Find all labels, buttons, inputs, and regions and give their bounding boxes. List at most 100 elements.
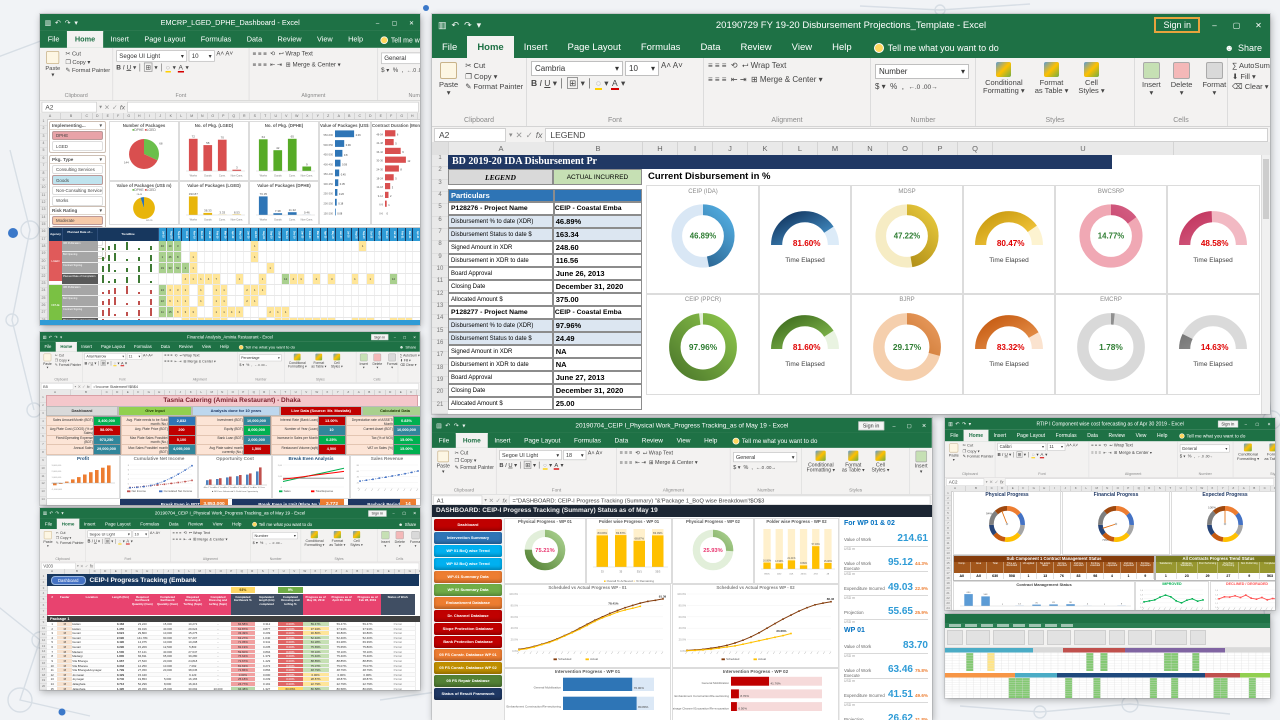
sidebar-button[interactable]: Slope Protection Database (434, 623, 502, 635)
font-name-select[interactable]: Segoe UI Light ▾ (499, 449, 562, 461)
tab-insert[interactable]: Insert (81, 344, 92, 350)
input-value[interactable]: 4,500 (317, 444, 346, 455)
ribbon-group[interactable] (1074, 630, 1106, 645)
number-buttons[interactable]: $ ▾ % , ←.0 .00→ (252, 540, 283, 545)
tab-view[interactable]: View (212, 521, 223, 527)
styles-button-0[interactable]: Conditional Formatting ▾ (980, 61, 1028, 95)
close-button[interactable]: ✕ (921, 422, 927, 429)
tab-page-layout[interactable]: Page Layout (100, 344, 125, 350)
align-top-buttons[interactable]: ≡ ≡ ≡ ⟲ ⮠ Wrap Text (1091, 442, 1133, 448)
name-box[interactable]: A2 (41, 101, 97, 113)
number-buttons[interactable]: $ ▾ % , ←.0 .00→ (239, 362, 268, 367)
row-numbers[interactable]: 1 2 3 4 5 6 7 8 9 10 11 12 13 14 15 16 17 18 19 20 21 22 23 24 2… (40, 119, 48, 325)
row-numbers[interactable]: 1 2 3 4 5 6 7 8 9 10 11 12 13 14 15 16 17 18 19 20 21 22 23 24 (945, 491, 952, 610)
formula-input[interactable]: ="DASHBOARD: CEIP-I Progress Tracking (S… (509, 495, 931, 506)
formula-input[interactable] (1005, 478, 1275, 486)
close-button[interactable]: ✕ (1255, 20, 1262, 30)
vertical-scrollbar[interactable] (1261, 155, 1270, 414)
styles-button-0[interactable]: Conditional Formatting ▾ (1235, 443, 1260, 461)
tab-home[interactable]: Home (67, 30, 103, 48)
slicer-item[interactable]: LGED (52, 141, 103, 151)
minimize-button[interactable]: – (892, 422, 896, 429)
column-headers[interactable]: ABCDEFGHIJKLMNOPQRSTUVWXYZABCDEFGHIJKLMN (40, 113, 420, 120)
styles-button-0[interactable]: Conditional Formatting ▾ (805, 450, 837, 473)
clipboard-commands[interactable]: ✂ Cut ❐ Copy ▾ ✎ Format Painter (54, 353, 82, 367)
tab-insert[interactable]: Insert (523, 42, 548, 53)
sign-in-button[interactable]: Sign in (858, 421, 885, 430)
tab-review[interactable]: Review (740, 42, 772, 53)
tab-page-layout[interactable]: Page Layout (524, 437, 561, 445)
font-size-select[interactable]: 10 ▾ (625, 61, 659, 76)
tab-help[interactable]: Help (232, 521, 242, 527)
font-size-select[interactable]: 11 ▾ (1047, 442, 1066, 451)
sidebar-button[interactable]: WP 02 BoQ wise Trend (434, 558, 502, 570)
clipboard-commands[interactable]: ✂ Cut ❐ Copy ▾ ✎ Format Painter (962, 442, 994, 459)
close-button[interactable]: ✕ (413, 334, 417, 339)
minimize-button[interactable]: – (392, 511, 395, 516)
font-name-select[interactable]: Segoe UI Light ▾ (116, 50, 188, 62)
font-style-buttons[interactable]: B I U ▾ │ ⊞ ▾ │ ◌ ▾ A ▾ (531, 77, 626, 90)
sheet-tab-strip[interactable] (40, 320, 420, 325)
sidebar-button[interactable]: Embankment Database (434, 597, 502, 609)
tab-page-layout[interactable]: Page Layout (1016, 432, 1046, 439)
quick-access-toolbar[interactable]: ▥ ↶ ↷ ▾ (43, 511, 64, 516)
sidebar-button[interactable]: WP 02 Summary Data (434, 584, 502, 596)
quick-access-toolbar[interactable]: ▥ ↶ ↷ ▾ (438, 20, 481, 31)
close-button[interactable]: ✕ (413, 511, 417, 516)
share-button[interactable]: ☻ Share (1224, 43, 1262, 53)
tab-data[interactable]: Data (614, 437, 629, 445)
tab-help[interactable]: Help (704, 437, 718, 445)
font-style-buttons[interactable]: B I U ▾ │ ⊞ ▾ │ ◌ ▾ A ▾ (997, 451, 1048, 459)
font-style-buttons[interactable]: B I U ▾ │ ⊞ ▾ │ ◌ ▾ A ▾ (499, 460, 564, 470)
sidebar-button[interactable]: Status of Result Framework (434, 688, 502, 700)
tab-view[interactable]: View (791, 42, 813, 53)
tab-help[interactable]: Help (220, 344, 229, 350)
tab-review[interactable]: Review (1108, 432, 1126, 439)
tab[interactable] (981, 624, 993, 627)
number-buttons[interactable]: $ ▾ % , ←.0 .00→ (875, 82, 938, 91)
editing-commands-left[interactable]: ∑ AutoSum ▾⬇ Fill ▾⌫ Clear ▾ (400, 353, 420, 367)
tell-me-box[interactable]: Tell me what you want to do (732, 437, 817, 448)
ribbon-group[interactable] (966, 630, 990, 645)
tab-help[interactable]: Help (832, 42, 852, 53)
cells-button-format[interactable]: Format ▾ (1199, 61, 1229, 97)
tab-home[interactable]: Home (55, 341, 77, 352)
close-button[interactable]: ✕ (408, 19, 415, 26)
maximize-button[interactable]: ▢ (1232, 20, 1241, 30)
sidebar-button[interactable]: Bank Protection Database (434, 636, 502, 648)
tab-review[interactable]: Review (188, 521, 204, 527)
paste-button[interactable]: Paste ▾ (436, 61, 461, 97)
tab-file[interactable]: File (47, 35, 60, 45)
slicer-item[interactable]: Moderate (52, 216, 103, 226)
input-value[interactable]: 1,500 (242, 444, 271, 455)
tab[interactable] (997, 624, 1009, 627)
tab-insert[interactable]: Insert (84, 521, 96, 527)
paste-button[interactable]: Paste ▾ (42, 353, 53, 369)
font-size-select[interactable]: 10 ▾ (132, 530, 149, 538)
tab-data[interactable]: Data (246, 35, 263, 45)
sidebar-button[interactable]: Dashboard (434, 519, 502, 531)
formula-input[interactable] (127, 101, 419, 113)
ribbon-group[interactable] (1128, 630, 1152, 645)
tab-file[interactable]: File (442, 42, 458, 53)
name-box[interactable]: AC2 (946, 478, 985, 486)
tab-insert[interactable]: Insert (993, 432, 1007, 439)
tab-page-layout[interactable]: Page Layout (144, 35, 186, 45)
ribbon-group[interactable] (1155, 630, 1187, 645)
tab-review[interactable]: Review (277, 35, 302, 45)
cells-button-format[interactable]: Format ▾ (408, 531, 420, 548)
font-style-buttons[interactable]: B I U ▾ │ ⊞ ▾ │ ◌ ▾ A ▾ (84, 360, 127, 367)
share-button[interactable]: ☻ Share (398, 521, 417, 527)
name-box[interactable]: B5 (40, 383, 74, 390)
cells-button-insert[interactable]: Insert ▾ (913, 450, 930, 474)
tab-insert[interactable]: Insert (110, 35, 129, 45)
clipboard-commands[interactable]: ✂ Cut ❐ Copy ▾ ✎ Format Painter (55, 530, 84, 545)
paste-button[interactable]: Paste ▾ (947, 443, 960, 462)
tab-insert[interactable]: Insert (494, 437, 511, 445)
align-top-buttons[interactable]: ≡ ≡ ≡ ⟲ ⮠ Wrap Text (172, 530, 211, 535)
tab-formulas[interactable]: Formulas (140, 521, 160, 527)
ribbon-group[interactable] (1028, 630, 1044, 645)
number-buttons[interactable]: $ ▾ % , ←.0 .00→ (381, 66, 420, 74)
